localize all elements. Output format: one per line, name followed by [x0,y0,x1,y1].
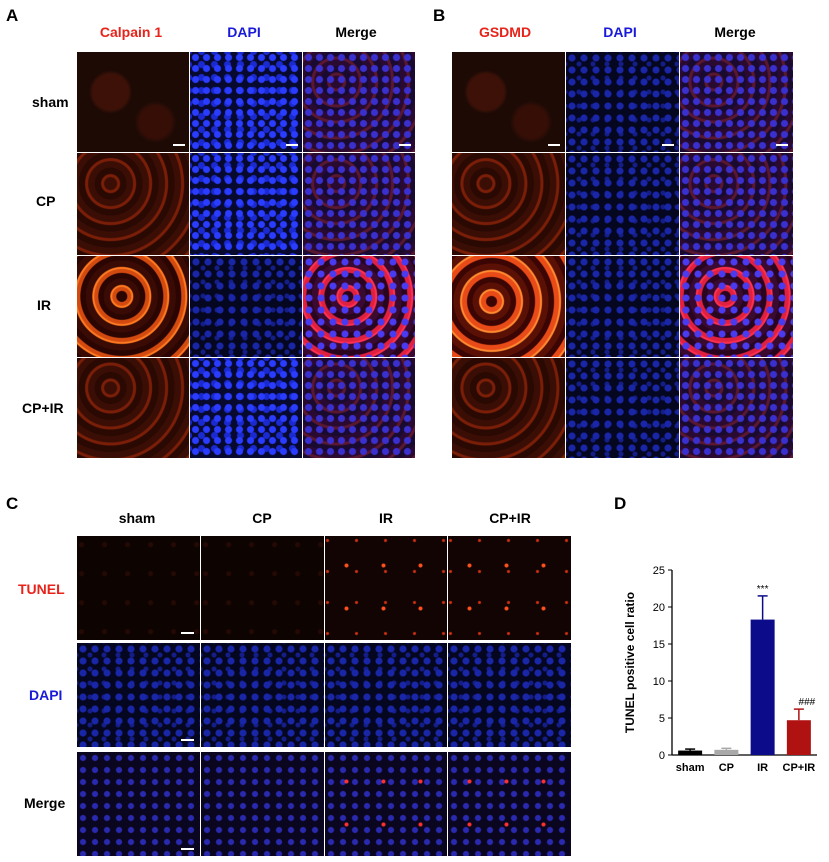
panel-b-image-ir-merge [680,256,793,357]
panel-a-image-cpir-calpain [77,358,189,458]
panel-c-row-tunel: TUNEL [18,581,65,597]
significance-label: *** [757,584,769,595]
y-tick-label: 5 [659,713,665,725]
panel-a-header-dapi: DAPI [227,24,261,40]
panel-b-image-cp-merge [680,153,793,255]
panel-d-letter: D [614,494,627,513]
panel-a-image-ir-calpain [77,256,189,357]
panel-a-image-cp-dapi [190,153,302,255]
y-tick-label: 10 [653,676,665,688]
x-tick-label: CP [719,762,734,774]
panel-c-image-ir-dapi [325,643,447,747]
y-tick-label: 0 [659,750,665,762]
panel-b-image-cpir-gsdmd [452,358,565,458]
panel-c-image-cp-dapi [201,643,324,747]
y-tick-label: 25 [653,565,665,577]
tunel-bar-chart: TUNEL positive cell ratio 0 5 10 15 20 25 sham C… [623,565,817,774]
panel-a-image-sham-merge [303,52,415,152]
panel-a-image-sham-dapi [190,52,302,152]
panel-a-header-merge: Merge [335,24,377,40]
bar-ir [750,619,775,755]
panel-a-image-ir-merge [303,256,415,357]
panel-c-image-cpir-tunel [448,536,571,640]
panel-b-header-gsdmd: GSDMD [478,24,532,40]
panel-c-header-cpir: CP+IR [489,510,531,526]
panel-a-row-cp: CP [36,193,56,209]
panel-b-header-dapi: DAPI [603,24,637,40]
significance-label: ### [799,697,816,708]
panel-a-image-ir-dapi [190,256,302,357]
panel-c-image-cpir-merge [448,752,571,856]
x-tick-label: CP+IR [783,762,816,774]
panel-a-row-sham: sham [32,94,69,110]
panel-b-image-ir-gsdmd [452,256,565,357]
panel-c-image-sham-merge [77,752,200,856]
panel-a-row-cpir: CP+IR [22,400,64,416]
y-axis-label: TUNEL positive cell ratio [623,592,637,733]
panel-c-image-sham-tunel [77,536,200,640]
x-tick-label: IR [757,762,768,774]
panel-b-image-cpir-merge [680,358,793,458]
y-tick-label: 15 [653,639,665,651]
panel-b-image-cp-dapi [566,153,679,255]
panel-c-image-cp-merge [201,752,324,856]
panel-a-image-sham-calpain [77,52,189,152]
panel-c-image-cp-tunel [201,536,324,640]
panel-a-image-cp-calpain [77,153,189,255]
panel-c-letter: C [6,494,19,513]
panel-c-image-ir-tunel [325,536,447,640]
panel-c-row-dapi: DAPI [29,687,63,703]
bar-cp-ir [786,720,811,755]
panel-a-image-cpir-dapi [190,358,302,458]
panel-a-image-cp-merge [303,153,415,255]
panel-b-image-ir-dapi [566,256,679,357]
panel-a-image-cpir-merge [303,358,415,458]
panel-c-header-cp: CP [252,510,272,526]
panel-b-image-sham-gsdmd [452,52,565,152]
panel-c-header-ir: IR [379,510,393,526]
bar-sham [678,750,703,755]
panel-c-image-sham-dapi [77,643,200,747]
x-tick-label: sham [676,762,705,774]
y-tick-label: 20 [653,602,665,614]
panel-a-header-calpain: Calpain 1 [99,24,163,40]
panel-b-header-merge: Merge [714,24,756,40]
panel-b-image-sham-dapi [566,52,679,152]
panel-b-letter: B [433,6,446,25]
panel-b-image-cp-gsdmd [452,153,565,255]
panel-c-image-cpir-dapi [448,643,571,747]
panel-a-letter: A [6,6,19,25]
panel-c-row-merge: Merge [24,795,66,811]
panel-a-row-ir: IR [37,297,51,313]
panel-b-image-cpir-dapi [566,358,679,458]
panel-b-image-sham-merge [680,52,793,152]
bar-cp [714,749,739,755]
panel-c-image-ir-merge [325,752,447,856]
panel-c-header-sham: sham [118,510,156,526]
